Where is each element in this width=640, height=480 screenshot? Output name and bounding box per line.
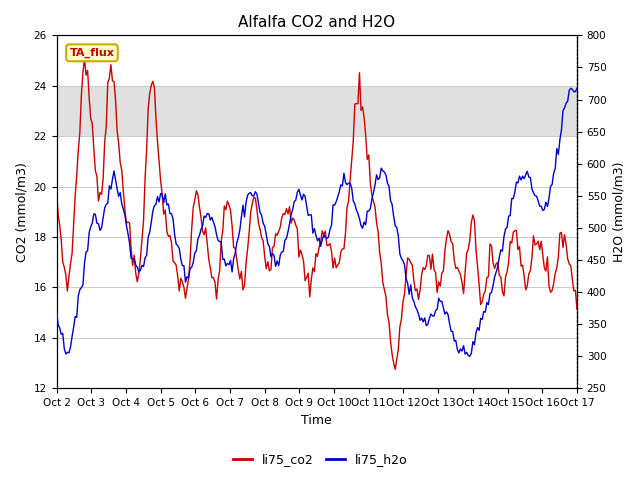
Bar	[56, 86, 577, 136]
Y-axis label: H2O (mmol/m3): H2O (mmol/m3)	[612, 162, 625, 262]
X-axis label: Time: Time	[301, 414, 332, 427]
Legend: li75_co2, li75_h2o: li75_co2, li75_h2o	[228, 448, 412, 471]
Text: TA_flux: TA_flux	[70, 48, 115, 58]
Title: Alfalfa CO2 and H2O: Alfalfa CO2 and H2O	[238, 15, 396, 30]
Y-axis label: CO2 (mmol/m3): CO2 (mmol/m3)	[15, 162, 28, 262]
